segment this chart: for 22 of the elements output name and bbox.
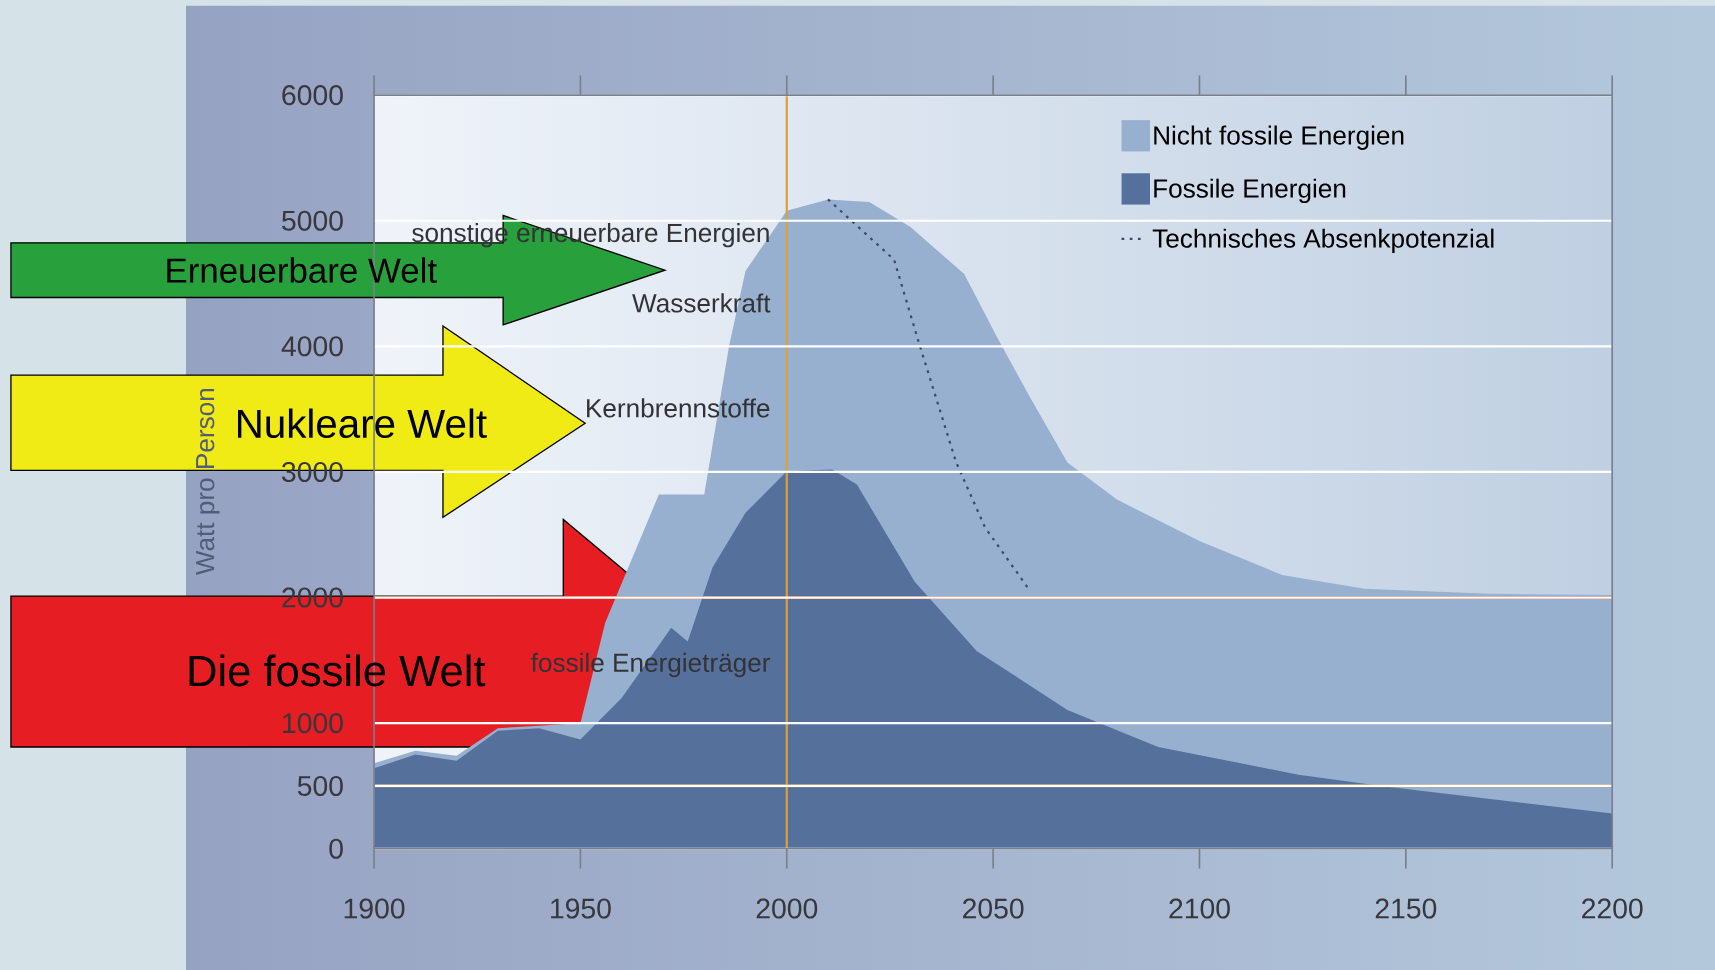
legend-label: Technisches Absenkpotenzial	[1152, 228, 1494, 253]
x-tick-label: 1900	[344, 898, 405, 919]
y-tick-label: 6000	[282, 85, 343, 106]
x-tick-label: 2200	[1582, 898, 1643, 919]
x-tick-label: 2000	[756, 898, 818, 919]
annotation: Erneuerbare Welt	[167, 257, 437, 283]
annotation: Kernbrennstoffe	[587, 398, 770, 418]
y-tick-label: 5000	[282, 210, 343, 231]
legend-label: Fossile Energien	[1154, 178, 1346, 203]
annotation: Die fossile Welt	[189, 654, 486, 687]
annotation: Wasserkraft	[632, 293, 771, 313]
x-tick-label: 2150	[1375, 898, 1437, 919]
legend-label: Nicht fossile Energien	[1154, 125, 1404, 150]
y-axis-title: Watt pro Person	[196, 388, 220, 576]
x-tick-label: 2050	[963, 898, 1024, 919]
y-tick-label: 500	[297, 775, 343, 796]
y-tick-label: 1000	[283, 713, 343, 734]
x-tick-label: 2100	[1169, 898, 1230, 919]
y-tick-label: 4000	[281, 336, 343, 357]
annotation: Nukleare Welt	[238, 408, 487, 438]
x-tick-label: 1950	[551, 898, 611, 919]
y-tick-label: 0	[329, 838, 343, 859]
